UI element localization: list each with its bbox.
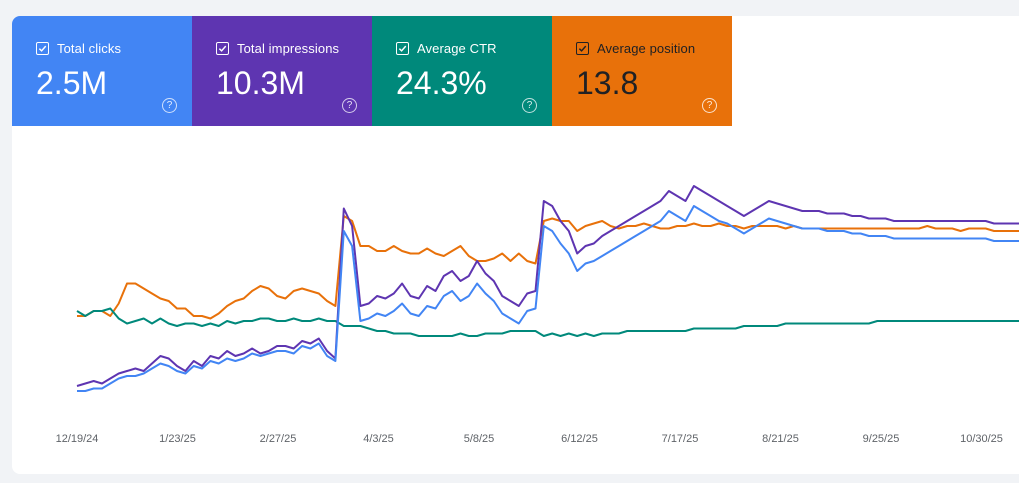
x-tick-label: 6/12/25	[561, 433, 598, 445]
x-tick-label: 1/23/25	[159, 433, 196, 445]
metric-cards: Total clicks 2.5M ? Total impressions 10…	[12, 16, 732, 126]
metric-label: Total clicks	[57, 41, 122, 56]
metric-value: 10.3M	[216, 65, 305, 101]
help-circle-icon[interactable]: ?	[702, 98, 717, 113]
x-tick-label: 8/21/25	[762, 433, 799, 445]
checkbox-checked-icon[interactable]	[36, 42, 49, 55]
series-line-total-clicks[interactable]	[77, 205, 1019, 392]
help-circle-icon[interactable]: ?	[342, 98, 357, 113]
checkbox-checked-icon[interactable]	[396, 42, 409, 55]
checkbox-checked-icon[interactable]	[576, 42, 589, 55]
x-tick-label: 5/8/25	[464, 433, 495, 445]
metric-value: 2.5M	[36, 65, 108, 101]
x-tick-label: 10/30/25	[960, 433, 1003, 445]
metric-value: 24.3%	[396, 65, 487, 101]
metric-card-total-clicks[interactable]: Total clicks 2.5M ?	[12, 16, 192, 126]
series-line-average-ctr[interactable]	[76, 307, 1019, 337]
metric-label: Average CTR	[417, 41, 497, 56]
metric-value: 13.8	[576, 65, 639, 101]
checkbox-checked-icon[interactable]	[216, 42, 229, 55]
help-circle-icon[interactable]: ?	[522, 98, 537, 113]
series-line-total-impressions[interactable]	[76, 185, 1019, 387]
metric-label: Average position	[597, 41, 696, 56]
metric-label: Total impressions	[237, 41, 340, 56]
x-tick-label: 9/25/25	[863, 433, 900, 445]
x-tick-label: 7/17/25	[662, 433, 699, 445]
x-tick-label: 12/19/24	[56, 433, 99, 445]
metric-card-average-position[interactable]: Average position 13.8 ?	[552, 16, 732, 126]
performance-panel: Total clicks 2.5M ? Total impressions 10…	[12, 16, 1019, 474]
performance-line-chart: 12/19/24 1/23/25 2/27/25 4/3/25 5/8/25 6/12/2…	[56, 185, 1019, 445]
help-circle-icon[interactable]: ?	[162, 98, 177, 113]
series-line-average-position[interactable]	[77, 215, 1019, 320]
x-tick-label: 2/27/25	[260, 433, 297, 445]
metric-card-total-impressions[interactable]: Total impressions 10.3M ?	[192, 16, 372, 126]
metric-card-average-ctr[interactable]: Average CTR 24.3% ?	[372, 16, 552, 126]
x-tick-label: 4/3/25	[363, 433, 394, 445]
